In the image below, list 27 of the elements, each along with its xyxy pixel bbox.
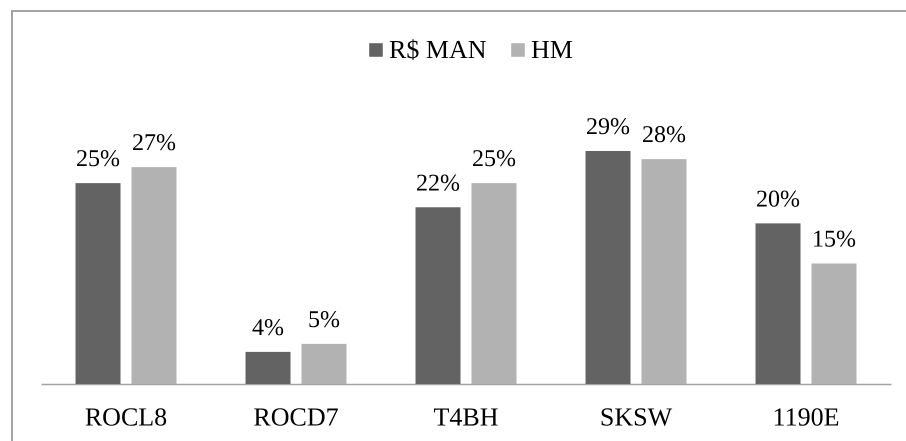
bar bbox=[131, 167, 176, 384]
bar bbox=[811, 264, 856, 384]
x-tick-label: 1190E bbox=[772, 402, 840, 432]
bar bbox=[586, 151, 631, 384]
data-label: 28% bbox=[642, 122, 686, 148]
data-label: 25% bbox=[472, 146, 516, 172]
bar bbox=[246, 352, 291, 384]
bar bbox=[301, 344, 346, 384]
data-label: 22% bbox=[416, 170, 460, 196]
bar bbox=[471, 183, 516, 384]
x-tick-label: ROCD7 bbox=[253, 402, 339, 432]
legend-label: R$ MAN bbox=[389, 35, 487, 64]
x-tick-label: SKSW bbox=[600, 402, 673, 432]
bar bbox=[756, 223, 801, 384]
bar bbox=[416, 207, 461, 384]
data-label: 29% bbox=[586, 114, 630, 140]
bar bbox=[76, 183, 121, 384]
data-label: 4% bbox=[252, 314, 284, 341]
data-label: 15% bbox=[812, 226, 856, 252]
data-label: 25% bbox=[76, 146, 120, 172]
bar bbox=[641, 159, 686, 384]
data-label: 20% bbox=[756, 186, 800, 212]
legend-label: HM bbox=[531, 35, 573, 64]
data-label: 27% bbox=[132, 130, 176, 156]
data-label: 5% bbox=[308, 306, 340, 333]
x-tick-label: ROCL8 bbox=[84, 402, 168, 432]
x-tick-label: T4BH bbox=[434, 402, 499, 432]
